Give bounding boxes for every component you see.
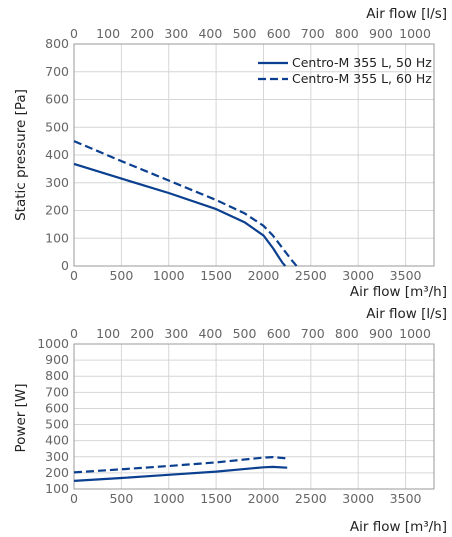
series-line-50hz	[73, 162, 287, 267]
series-line-60hz	[73, 456, 288, 474]
legend-label-50hz: Centro-M 355 L, 50 Hz	[292, 55, 432, 70]
y-tick-label: 400	[45, 433, 69, 448]
secondary-x-tick-label: 1000	[399, 326, 431, 341]
secondary-x-tick-label: 100	[96, 326, 120, 341]
y-tick-label: 500	[45, 119, 69, 134]
secondary-x-tick-label: 200	[130, 26, 154, 41]
secondary-x-tick-label: 500	[233, 26, 257, 41]
secondary-x-tick-label: 800	[335, 326, 359, 341]
y-tick-label: 800	[45, 368, 69, 383]
x-axis-label: Air flow [m³/h]	[350, 519, 447, 535]
x-tick-label: 3000	[342, 268, 374, 283]
x-tick-label: 2000	[248, 491, 280, 506]
x-tick-label: 1500	[200, 268, 232, 283]
x-tick-label: 1500	[200, 491, 232, 506]
y-tick-label: 300	[45, 449, 69, 464]
y-tick-label: 100	[45, 481, 69, 496]
x-tick-label: 3500	[390, 268, 422, 283]
secondary-x-tick-label: 0	[70, 326, 78, 341]
plot-frame	[73, 343, 435, 490]
y-tick-label: 600	[45, 92, 69, 107]
y-tick-label: 200	[45, 465, 69, 480]
x-tick-label: 2000	[248, 268, 280, 283]
x-tick-label: 500	[109, 268, 133, 283]
secondary-x-tick-label: 600	[267, 326, 291, 341]
y-tick-label: 900	[45, 352, 69, 367]
legend: Centro-M 355 L, 50 Hz Centro-M 355 L, 60…	[258, 55, 432, 86]
y-tick-label: 700	[45, 64, 69, 79]
secondary-x-tick-label: 100	[96, 26, 120, 41]
y-tick-label: 300	[45, 175, 69, 190]
secondary-x-tick-label: 400	[198, 326, 222, 341]
x-tick-label: 3000	[342, 491, 374, 506]
static-pressure-chart: Air flow [l/s] Air flow [m³/h] Static pr…	[13, 6, 447, 300]
secondary-x-tick-label: 400	[198, 26, 222, 41]
secondary-x-tick-label: 900	[369, 26, 393, 41]
secondary-x-tick-label: 0	[70, 26, 78, 41]
secondary-x-tick-label: 700	[301, 26, 325, 41]
y-axis-label: Static pressure [Pa]	[13, 89, 29, 221]
secondary-x-tick-label: 800	[335, 26, 359, 41]
y-tick-label: 100	[45, 230, 69, 245]
secondary-x-tick-label: 200	[130, 326, 154, 341]
x-tick-label: 3500	[390, 491, 422, 506]
x-tick-label: 1000	[153, 268, 185, 283]
y-tick-label: 700	[45, 384, 69, 399]
secondary-x-tick-label: 900	[369, 326, 393, 341]
x-tick-label: 2500	[295, 268, 327, 283]
y-tick-label: 600	[45, 400, 69, 415]
gridlines	[73, 343, 435, 490]
x-tick-label: 500	[109, 491, 133, 506]
x-tick-label: 2500	[295, 491, 327, 506]
x-tick-label: 1000	[153, 491, 185, 506]
y-tick-label: 1000	[37, 336, 69, 351]
y-tick-label: 400	[45, 147, 69, 162]
secondary-x-tick-label: 500	[233, 326, 257, 341]
y-tick-label: 500	[45, 417, 69, 432]
secondary-x-tick-label: 300	[164, 326, 188, 341]
y-tick-label: 0	[61, 258, 69, 273]
x-tick-label: 0	[70, 491, 78, 506]
power-chart: Air flow [l/s] Air flow [m³/h] Power [W]…	[13, 306, 447, 535]
series-line-50hz	[73, 465, 288, 482]
y-tick-label: 200	[45, 203, 69, 218]
series-line-60hz	[73, 140, 298, 267]
x-tick-label: 0	[70, 268, 78, 283]
secondary-x-tick-label: 1000	[399, 26, 431, 41]
secondary-x-tick-label: 300	[164, 26, 188, 41]
secondary-x-axis-label: Air flow [l/s]	[366, 306, 447, 322]
secondary-x-tick-label: 600	[267, 26, 291, 41]
y-axis-label: Power [W]	[13, 384, 29, 453]
legend-label-60hz: Centro-M 355 L, 60 Hz	[292, 71, 432, 86]
secondary-x-tick-label: 700	[301, 326, 325, 341]
y-tick-label: 800	[45, 36, 69, 51]
secondary-x-axis-label: Air flow [l/s]	[366, 6, 447, 22]
plot-frame	[73, 43, 435, 267]
x-axis-label: Air flow [m³/h]	[350, 284, 447, 300]
